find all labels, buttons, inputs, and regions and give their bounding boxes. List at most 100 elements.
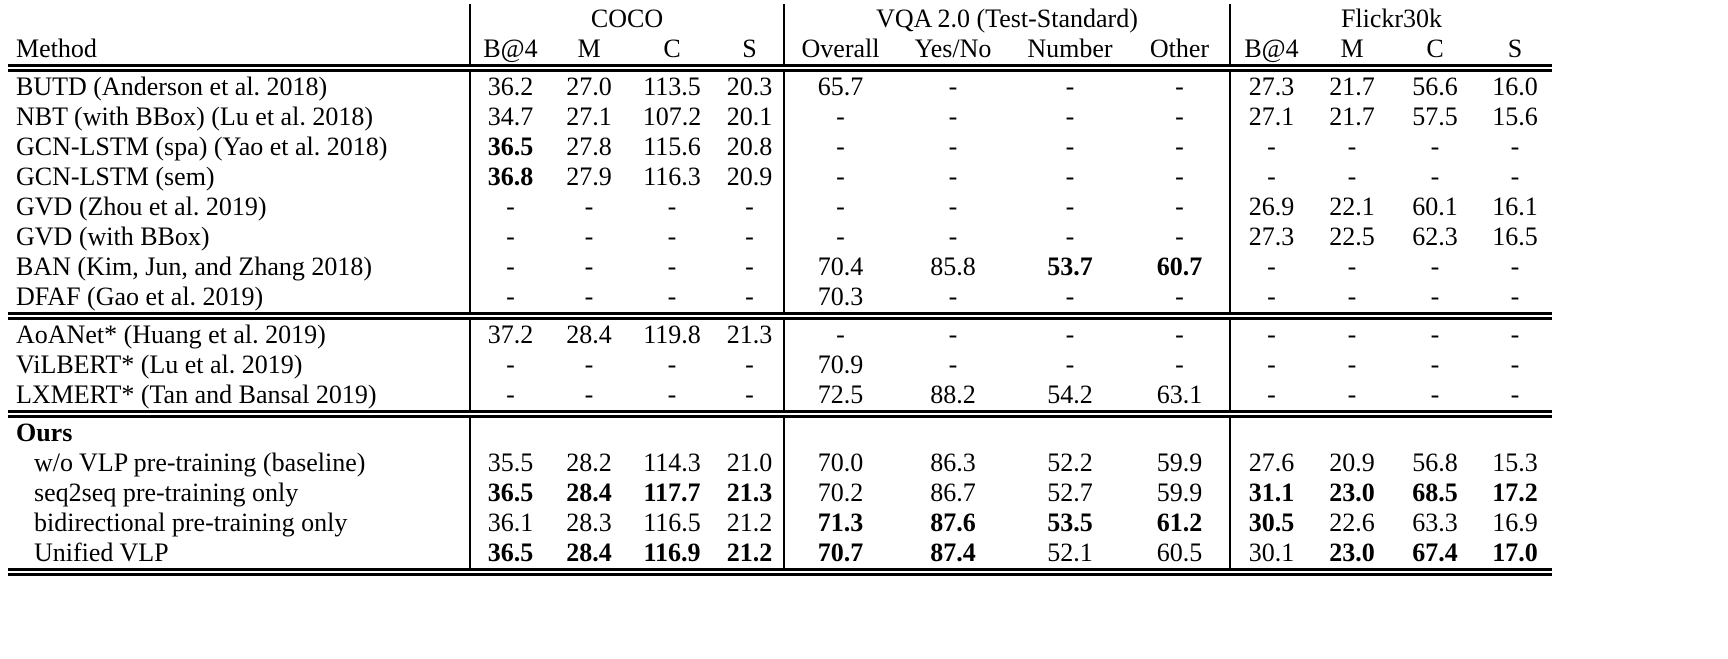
empty-cell <box>469 414 550 448</box>
table-row: GCN-LSTM (sem) 36.8 27.9 116.3 20.9- - - - - - - - <box>8 162 1552 192</box>
metric-cell: 67.4 <box>1392 538 1478 576</box>
metric-cell: 116.9 <box>628 538 716 576</box>
metric-cell: 36.5 <box>469 538 550 576</box>
metric-cell: - <box>745 252 754 281</box>
method-cell: GVD (with BBox) <box>16 222 210 251</box>
metric-cell: - <box>1010 282 1130 320</box>
metric-cell: 86.7 <box>930 478 976 507</box>
metric-cell: - <box>1312 282 1392 320</box>
metric-cell: - <box>948 350 958 379</box>
metric-cell: - <box>1065 350 1075 379</box>
metric-cell: 27.9 <box>566 162 612 191</box>
metric-cell: 21.3 <box>726 478 773 507</box>
metric-cell: - <box>1229 252 1312 282</box>
column-header: Overall <box>783 34 896 72</box>
metric-cell: 70.2 <box>783 478 896 508</box>
empty-cell <box>1130 414 1230 448</box>
table-row: LXMERT* (Tan and Bansal 2019) - - - -72.5 88.… <box>8 380 1552 418</box>
metric-cell: 70.0 <box>783 448 896 478</box>
metric-cell: - <box>469 192 550 222</box>
empty-cell <box>1010 414 1130 448</box>
metric-cell: 36.1 <box>469 508 550 538</box>
metric-cell: - <box>948 102 958 131</box>
metric-cell: 60.7 <box>1156 252 1203 281</box>
metric-cell: 60.5 <box>1130 538 1230 576</box>
method-cell: ViLBERT* (Lu et al. 2019) <box>16 350 303 379</box>
metric-cell: 59.9 <box>1156 478 1203 507</box>
metric-cell: - <box>1065 320 1075 349</box>
metric-cell: - <box>1130 282 1230 320</box>
metric-cell: 20.1 <box>726 102 773 131</box>
table-row: Unified VLP 36.5 28.4 116.9 21.2 70.7 87.4 52.1… <box>8 538 1552 576</box>
metric-cell: 23.0 <box>1312 538 1392 576</box>
metric-cell: - <box>1430 320 1440 349</box>
metric-cell: - <box>948 320 958 349</box>
table-row: seq2seq pre-training only 36.5 28.4 117.7 21… <box>8 478 1552 508</box>
method-cell: w/o VLP pre-training (baseline) <box>34 448 366 477</box>
metric-cell: - <box>584 252 594 281</box>
metric-cell: 53.7 <box>1047 252 1093 281</box>
method-cell: BAN (Kim, Jun, and Zhang 2018) <box>16 252 373 281</box>
metric-cell: - <box>745 222 754 251</box>
metric-cell: 70.7 <box>783 538 896 576</box>
metric-cell: 20.9 <box>726 162 773 191</box>
metric-cell: 36.5 <box>469 478 550 508</box>
metric-cell: 86.3 <box>930 448 976 477</box>
method-cell: GCN-LSTM (spa) (Yao et al. 2018) <box>16 132 388 161</box>
metric-cell: - <box>948 192 958 221</box>
metric-cell: - <box>1175 192 1184 221</box>
metric-cell: 28.2 <box>566 448 612 477</box>
metric-cell: 20.9 <box>1329 448 1375 477</box>
table-row: bidirectional pre-training only 36.1 28.3 1… <box>8 508 1552 538</box>
metric-cell: 16.0 <box>1492 72 1538 101</box>
method-cell: DFAF (Gao et al. 2019) <box>8 282 470 320</box>
metric-cell: - <box>1347 252 1357 281</box>
metric-cell: 62.3 <box>1412 222 1458 251</box>
metric-cell: - <box>948 72 958 101</box>
metric-cell: 21.2 <box>726 508 773 537</box>
metric-cell: 27.3 <box>1229 68 1312 102</box>
metric-cell: - <box>628 380 716 418</box>
empty-cell <box>896 414 1010 448</box>
column-header: B@4 <box>469 34 550 72</box>
metric-cell: - <box>896 282 1010 320</box>
metric-cell: - <box>1229 282 1312 320</box>
table-group: Ours w/o VLP pre-training (baseline) 35.5 2… <box>8 414 1552 576</box>
metric-cell: 27.3 <box>1229 222 1312 252</box>
metric-cell: - <box>1175 320 1184 349</box>
metric-cell: 63.3 <box>1412 508 1458 537</box>
metric-cell: - <box>716 380 784 418</box>
metric-cell: - <box>1065 72 1075 101</box>
metric-cell: 16.9 <box>1492 508 1538 537</box>
metric-cell: - <box>469 380 550 418</box>
metric-cell: 52.2 <box>1047 448 1093 477</box>
metric-cell: - <box>948 222 958 251</box>
metric-cell: 22.6 <box>1329 508 1375 537</box>
empty-cell <box>783 414 896 448</box>
metric-cell: - <box>1229 162 1312 192</box>
metric-cell: - <box>667 252 677 281</box>
metric-cell: 115.6 <box>643 132 701 161</box>
metric-cell: - <box>1478 282 1552 320</box>
metric-cell: 21.3 <box>726 320 773 349</box>
metric-cell: 20.8 <box>726 132 773 161</box>
method-cell: bidirectional pre-training only <box>34 508 348 537</box>
metric-cell: 21.7 <box>1329 72 1375 101</box>
metric-cell: 27.1 <box>566 102 612 131</box>
table-row: ViLBERT* (Lu et al. 2019) - - - -70.9- - - - - - - <box>8 350 1552 380</box>
metric-cell: - <box>1510 162 1520 191</box>
metric-cell: - <box>716 282 784 320</box>
metric-cell: - <box>1175 350 1184 379</box>
metric-cell: - <box>550 282 628 320</box>
table-row: NBT (with BBox) (Lu et al. 2018) 34.7 27.1… <box>8 102 1552 132</box>
method-cell: LXMERT* (Tan and Bansal 2019) <box>8 380 470 418</box>
metric-cell: 56.8 <box>1412 448 1458 477</box>
metric-cell: - <box>783 102 896 132</box>
column-header: S <box>1478 34 1552 72</box>
metric-cell: 15.6 <box>1492 102 1538 131</box>
metric-cell: - <box>1510 252 1520 281</box>
metric-cell: 114.3 <box>643 448 701 477</box>
metric-cell: 27.8 <box>566 132 612 161</box>
metric-cell: 36.5 <box>469 132 550 162</box>
metric-cell: 34.7 <box>469 102 550 132</box>
